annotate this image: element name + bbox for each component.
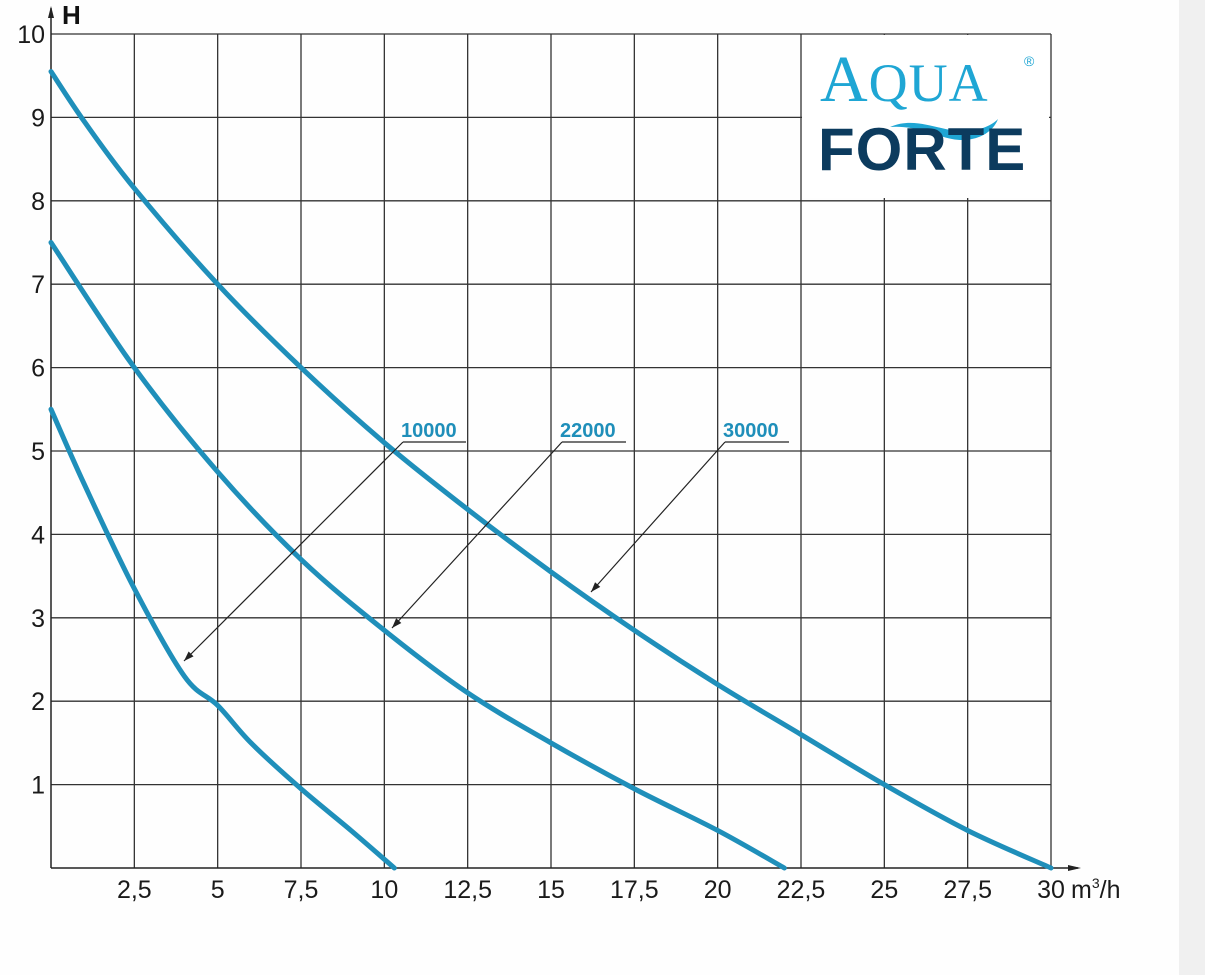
y-tick-label: 7	[31, 271, 45, 299]
y-tick-label: 2	[31, 688, 45, 716]
y-tick-label: 8	[31, 188, 45, 216]
performance-curves	[48, 69, 1054, 871]
aquaforte-logo: AQUA FORTE ®	[802, 35, 1049, 198]
axes	[48, 6, 1081, 871]
tick-labels: 2,5 5 7,5 10 12,5 15 17,5 20 22,5 25 27,5 30 1 2 3 4 5 6 7…	[17, 21, 1065, 904]
arrow-icon	[591, 582, 601, 592]
logo-forte: FORTE	[818, 116, 1027, 183]
y-axis-label: H	[62, 0, 81, 30]
x-tick-label: 15	[537, 876, 565, 904]
curve-label-10000: 10000	[401, 420, 457, 442]
y-tick-label: 6	[31, 355, 45, 383]
y-tick-label: 10	[17, 21, 45, 49]
curve-30000	[48, 69, 1054, 871]
wave-icon	[890, 119, 998, 141]
x-tick-label: 5	[211, 876, 225, 904]
curve-label-22000: 22000	[560, 420, 616, 442]
x-tick-label: 20	[704, 876, 732, 904]
y-tick-label: 9	[31, 104, 45, 132]
x-tick-label: 30	[1037, 876, 1065, 904]
x-tick-label: 2,5	[117, 876, 152, 904]
y-tick-label: 3	[31, 605, 45, 633]
y-tick-label: 1	[31, 772, 45, 800]
x-tick-label: 12,5	[443, 876, 492, 904]
arrow-icon	[392, 618, 402, 628]
x-tick-label: 22,5	[777, 876, 826, 904]
callouts: 10000 22000 30000	[183, 420, 789, 662]
logo-aqua: AQUA	[820, 43, 989, 116]
y-tick-label: 4	[31, 521, 45, 549]
curve-label-30000: 30000	[723, 420, 779, 442]
arrow-icon	[184, 651, 194, 661]
registered-mark: ®	[1024, 53, 1035, 69]
x-tick-label: 25	[870, 876, 898, 904]
x-tick-label: 7,5	[284, 876, 319, 904]
x-axis-unit: m3/h	[1071, 875, 1120, 904]
curve-22000	[48, 240, 787, 871]
x-tick-label: 27,5	[943, 876, 992, 904]
x-tick-label: 17,5	[610, 876, 659, 904]
grid	[51, 33, 1052, 868]
curve-10000	[48, 406, 397, 871]
right-margin-strip	[1179, 0, 1205, 975]
y-tick-label: 5	[31, 438, 45, 466]
x-tick-label: 10	[370, 876, 398, 904]
